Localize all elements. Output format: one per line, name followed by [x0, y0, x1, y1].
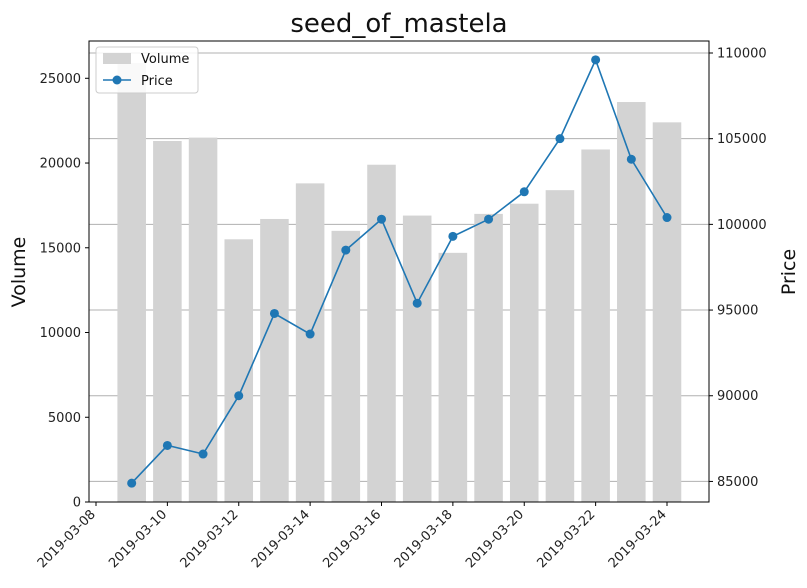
volume-bar — [509, 203, 539, 503]
right-y-tick-label: 100000 — [717, 218, 767, 233]
left-y-tick-label: 10000 — [40, 326, 81, 341]
legend-price-marker — [112, 75, 122, 85]
price-point — [234, 391, 244, 401]
price-point — [377, 214, 386, 224]
x-tick-label: 2019-03-18 — [392, 507, 456, 571]
left-y-tick-label: 0 — [73, 496, 81, 511]
x-tick-label: 2019-03-16 — [320, 507, 384, 571]
right-y-tick-label: 105000 — [717, 132, 767, 147]
volume-bar — [224, 239, 254, 502]
legend-volume-label: Volume — [141, 52, 189, 67]
price-point — [555, 134, 565, 144]
volume-bar — [652, 122, 682, 503]
x-tick-label: 2019-03-20 — [463, 507, 527, 571]
right-y-tick-label: 85000 — [717, 475, 758, 490]
x-tick-label: 2019-03-10 — [106, 507, 170, 571]
volume-bar — [438, 252, 468, 502]
x-tick-label: 2019-03-08 — [35, 507, 99, 571]
price-point — [448, 231, 458, 241]
volume-bar — [474, 213, 503, 502]
volume-bars — [117, 63, 682, 503]
x-tick-label: 2019-03-24 — [606, 507, 670, 571]
price-point — [162, 440, 172, 450]
price-point — [626, 154, 636, 164]
price-line-path — [131, 57, 668, 484]
right-y-axis-label: Price — [778, 249, 800, 295]
price-point — [305, 329, 315, 339]
volume-bar — [402, 215, 432, 502]
price-point — [127, 478, 137, 488]
price-point — [484, 214, 494, 224]
volume-bar — [581, 149, 610, 502]
chart-title: seed_of_mastela — [290, 9, 507, 39]
price-line — [127, 55, 672, 488]
x-tick-label: 2019-03-12 — [178, 507, 242, 571]
x-axis-ticks: 2019-03-08 2019-03-10 2019-03-12 2019-03-14… — [35, 502, 670, 571]
right-y-tick-label: 95000 — [717, 304, 758, 319]
volume-bar — [545, 190, 575, 502]
volume-bar — [617, 102, 646, 502]
left-y-tick-label: 15000 — [40, 241, 81, 256]
price-point — [519, 187, 529, 197]
price-point — [269, 308, 279, 318]
legend: Volume Price — [95, 46, 199, 94]
price-point — [412, 298, 422, 308]
price-point — [198, 449, 208, 459]
volume-bar — [117, 63, 146, 503]
legend-volume-swatch — [103, 53, 131, 64]
volume-bar — [295, 183, 325, 502]
plot-frame — [88, 40, 710, 503]
volume-bar — [260, 218, 289, 502]
left-y-axis-ticks: 0 5000 10000 15000 20000 25000 — [40, 72, 89, 511]
left-y-tick-label: 25000 — [40, 72, 81, 87]
x-tick-label: 2019-03-14 — [249, 507, 313, 571]
price-point — [341, 245, 351, 255]
axes — [88, 40, 710, 503]
legend-price-label: Price — [141, 74, 173, 89]
volume-bar — [331, 230, 361, 502]
price-point — [591, 55, 601, 65]
left-y-axis-label: Volume — [8, 237, 30, 308]
right-y-tick-label: 110000 — [717, 46, 767, 61]
right-y-tick-label: 90000 — [717, 389, 758, 404]
right-y-axis-ticks: 85000 90000 95000 100000 105000 110000 — [709, 46, 767, 490]
price-point — [662, 213, 672, 223]
left-y-tick-label: 5000 — [48, 411, 81, 426]
volume-bar — [188, 137, 218, 502]
x-tick-label: 2019-03-22 — [534, 507, 598, 571]
left-y-tick-label: 20000 — [40, 157, 81, 172]
